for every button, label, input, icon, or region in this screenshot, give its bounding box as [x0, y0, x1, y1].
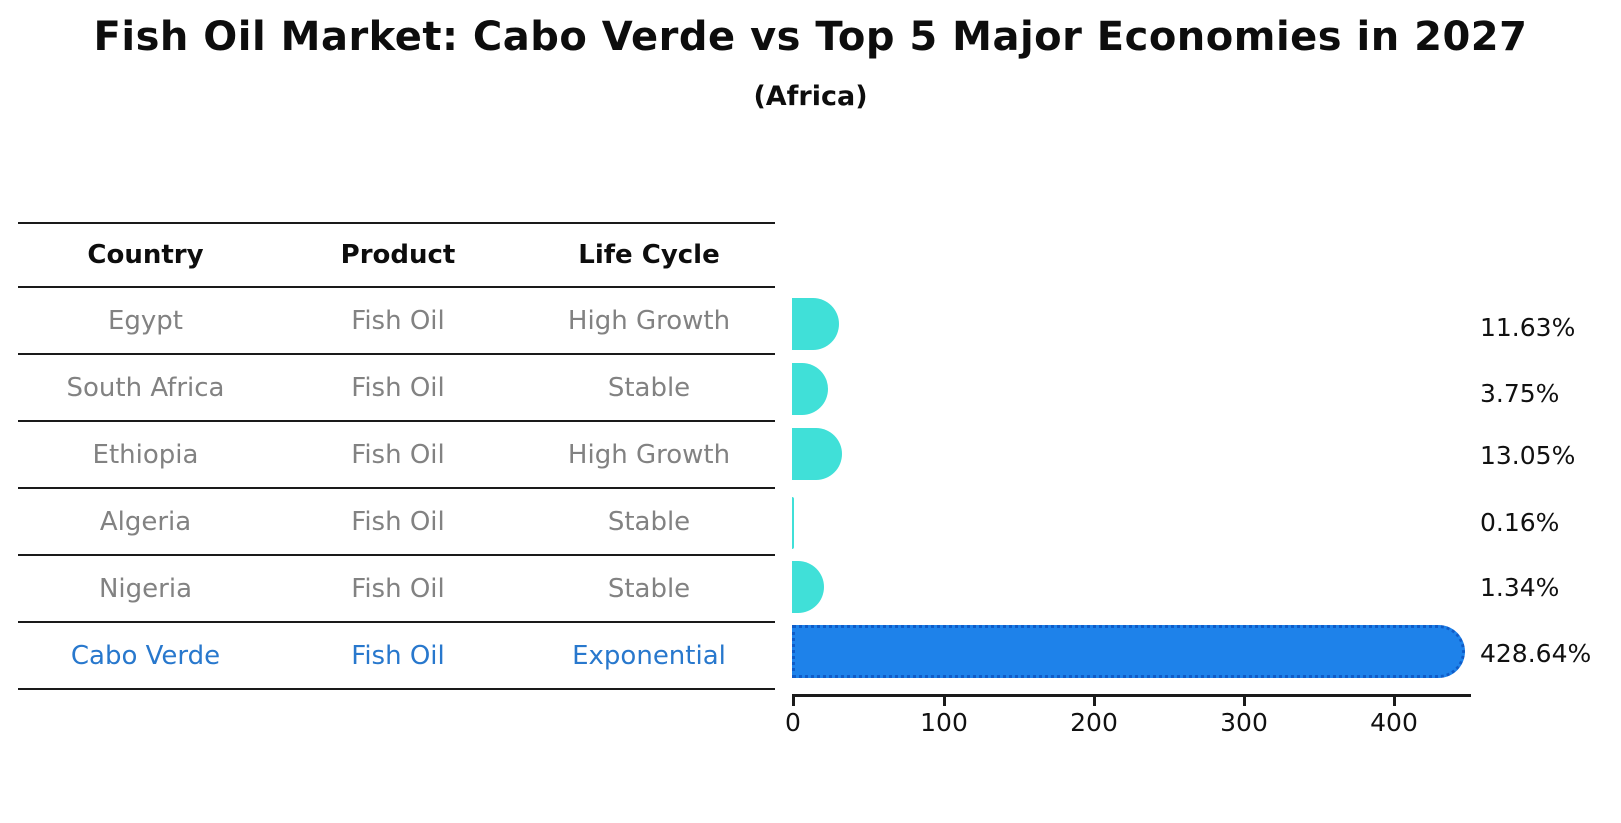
table-row-nigeria: Nigeria Fish Oil Stable — [18, 556, 775, 623]
cell-product: Fish Oil — [351, 506, 445, 537]
table-header-row: Country Product Life Cycle — [18, 222, 775, 288]
x-tick-label: 0 — [785, 708, 801, 737]
table-row-south-africa: South Africa Fish Oil Stable — [18, 355, 775, 422]
cell-life-cycle: Stable — [607, 573, 691, 604]
country-table: Country Product Life Cycle Egypt Fish Oi… — [18, 222, 775, 690]
table-row-cabo-verde: Cabo Verde Fish Oil Exponential — [18, 623, 775, 690]
bar-value-label: 11.63% — [1480, 312, 1576, 342]
header-country: Country — [87, 240, 204, 270]
cell-life-cycle: High Growth — [567, 439, 731, 470]
x-tick-label: 300 — [1220, 708, 1268, 737]
cell-country: Cabo Verde — [70, 640, 221, 671]
cell-product: Fish Oil — [351, 305, 445, 336]
cell-country: South Africa — [66, 372, 225, 403]
table-row-algeria: Algeria Fish Oil Stable — [18, 489, 775, 556]
table-row-ethiopia: Ethiopia Fish Oil High Growth — [18, 422, 775, 489]
bar-value-label: 13.05% — [1480, 440, 1576, 470]
header-product: Product — [340, 240, 456, 270]
cell-life-cycle: Stable — [607, 506, 691, 537]
bar-south-africa — [792, 363, 828, 415]
cell-product: Fish Oil — [351, 640, 445, 671]
cell-country: Ethiopia — [92, 439, 199, 470]
bar-value-label: 3.75% — [1480, 378, 1560, 408]
x-tick-label: 100 — [920, 708, 968, 737]
bar-algeria — [792, 497, 794, 549]
bar-value-label: 1.34% — [1480, 572, 1560, 602]
bar-value-label: 0.16% — [1480, 507, 1560, 537]
cell-product: Fish Oil — [351, 372, 445, 403]
cell-country: Nigeria — [98, 573, 193, 604]
x-tick — [792, 697, 795, 706]
cell-product: Fish Oil — [351, 439, 445, 470]
x-tick-label: 400 — [1370, 708, 1418, 737]
chart-subtitle: (Africa) — [753, 81, 868, 112]
x-axis-line — [792, 694, 1471, 697]
x-tick — [1393, 697, 1396, 706]
cell-life-cycle: High Growth — [567, 305, 731, 336]
chart-title: Fish Oil Market: Cabo Verde vs Top 5 Maj… — [93, 14, 1528, 60]
cell-country: Egypt — [107, 305, 184, 336]
bar-nigeria — [792, 561, 824, 613]
table-row-egypt: Egypt Fish Oil High Growth — [18, 288, 775, 355]
bar-value-label: 428.64% — [1480, 638, 1592, 668]
bar-ethiopia — [792, 428, 842, 480]
x-tick-label: 200 — [1070, 708, 1118, 737]
cell-life-cycle: Stable — [607, 372, 691, 403]
bar-egypt — [792, 298, 839, 350]
cell-country: Algeria — [99, 506, 192, 537]
cell-life-cycle: Exponential — [572, 640, 726, 671]
bar-cabo-verde — [792, 625, 1465, 678]
header-life-cycle: Life Cycle — [578, 240, 720, 270]
cell-product: Fish Oil — [351, 573, 445, 604]
x-tick — [1093, 697, 1096, 706]
x-tick — [1243, 697, 1246, 706]
x-tick — [943, 697, 946, 706]
